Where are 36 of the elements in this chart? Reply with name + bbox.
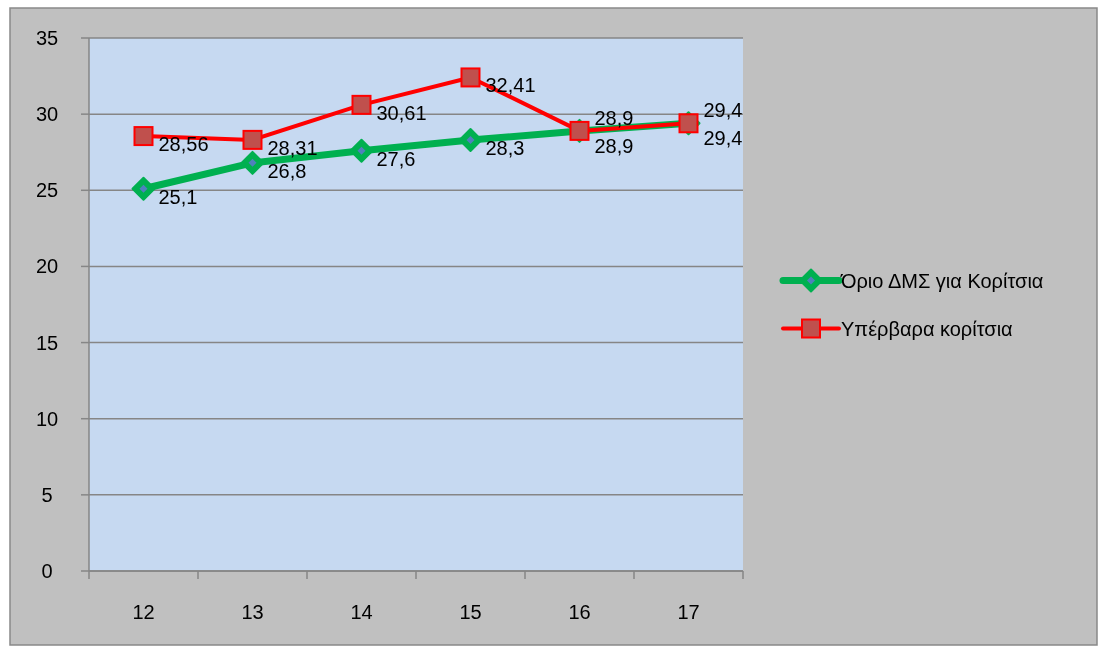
point	[240, 150, 265, 175]
y-tick-label: 0	[41, 560, 53, 582]
data-label: 25,1	[158, 185, 198, 208]
point	[349, 138, 374, 163]
x-tick-label: 14	[350, 601, 373, 623]
point	[460, 67, 481, 88]
data-label: 28,9	[594, 134, 634, 157]
point	[133, 126, 154, 147]
data-label: 28,56	[158, 133, 209, 156]
x-tick-label: 12	[132, 601, 155, 623]
data-label: 29,4	[703, 99, 743, 122]
data-label: 32,41	[485, 74, 536, 97]
y-tick-label: 25	[35, 179, 59, 202]
legend-label: Όριο ΔΜΣ για Κορίτσια	[840, 269, 1044, 292]
data-label: 26,8	[267, 159, 307, 182]
data-label: 28,9	[594, 106, 634, 129]
point	[458, 128, 483, 153]
y-tick-label: 35	[35, 27, 59, 49]
y-tick-label: 30	[35, 103, 59, 126]
y-tick-label: 5	[41, 483, 53, 506]
y-tick-label: 15	[35, 331, 59, 354]
data-label: 29,4	[703, 127, 743, 150]
x-tick-label: 15	[459, 601, 482, 623]
data-label: 28,31	[267, 136, 318, 159]
point	[131, 176, 156, 201]
x-tick-label: 17	[677, 601, 700, 623]
point	[351, 94, 372, 115]
y-tick-label: 10	[35, 407, 59, 430]
data-label: 27,6	[376, 147, 416, 170]
x-tick-label: 13	[241, 601, 264, 623]
data-label: 28,3	[485, 137, 525, 160]
y-tick-label: 20	[35, 255, 59, 278]
point	[242, 129, 263, 150]
data-label: 30,61	[376, 101, 427, 124]
legend-label: Υπέρβαρα κορίτσια	[841, 317, 1013, 340]
x-tick-label: 16	[568, 601, 591, 623]
